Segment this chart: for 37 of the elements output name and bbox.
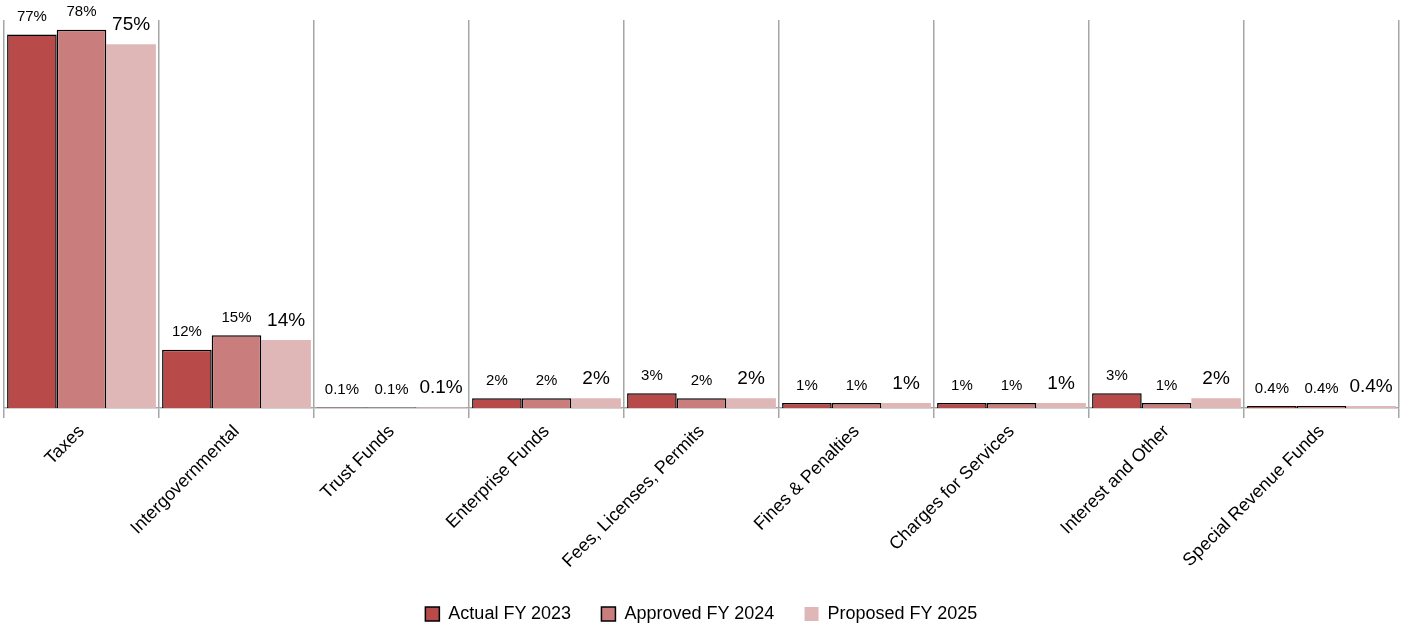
bar	[106, 44, 156, 408]
data-label: 0.1%	[324, 380, 359, 398]
data-label: 1%	[1155, 375, 1178, 393]
data-label: 1%	[951, 375, 973, 393]
data-label: 75%	[112, 12, 151, 34]
bar	[1191, 398, 1241, 408]
data-label: 1%	[1000, 375, 1023, 393]
data-label: 12%	[171, 322, 202, 340]
data-label: 3%	[1106, 366, 1128, 384]
data-label: 77%	[16, 7, 47, 25]
data-label: 0.4%	[1349, 374, 1393, 396]
data-label: 1%	[892, 371, 920, 393]
data-label: 1%	[1047, 371, 1075, 393]
data-label: 1%	[796, 375, 818, 393]
data-label: 2%	[582, 366, 610, 388]
legend-label: Proposed FY 2025	[827, 602, 978, 623]
data-label: 2%	[1202, 366, 1230, 388]
legend-label: Approved FY 2024	[624, 602, 775, 623]
data-label: 1%	[845, 375, 868, 393]
bar	[571, 398, 621, 408]
data-label: 15%	[221, 307, 252, 325]
bar	[726, 398, 776, 408]
data-label: 3%	[641, 366, 663, 384]
bar	[881, 403, 931, 408]
data-label: 0.4%	[1304, 378, 1339, 396]
data-label: 2%	[690, 370, 713, 388]
data-label: 2%	[737, 366, 765, 388]
legend-label: Actual FY 2023	[448, 602, 572, 623]
data-label: 2%	[535, 370, 558, 388]
bar	[261, 340, 311, 408]
data-label: 2%	[486, 370, 508, 388]
data-label: 0.1%	[374, 380, 409, 398]
data-label: 0.4%	[1254, 378, 1289, 396]
data-label: 0.1%	[419, 376, 463, 398]
data-label: 14%	[267, 308, 306, 330]
bar	[1036, 403, 1086, 408]
data-label: 78%	[66, 2, 97, 20]
